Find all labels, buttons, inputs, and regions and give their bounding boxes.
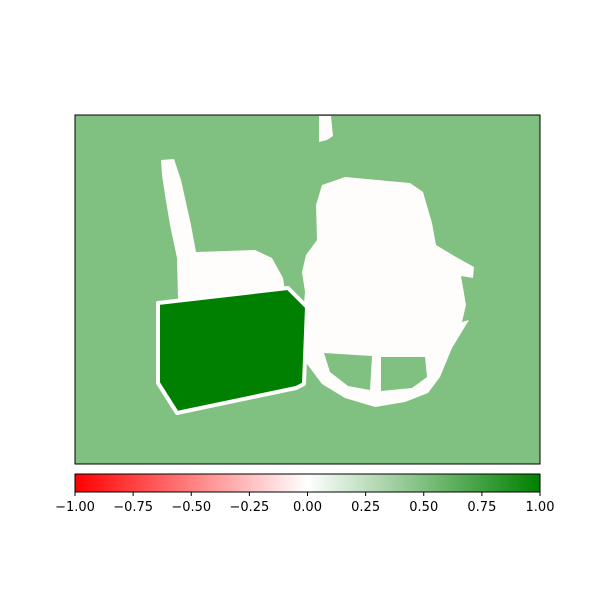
colorbar-tick-label: 0.25 <box>351 500 380 515</box>
colorbar-tick-label: −1.00 <box>55 500 95 515</box>
colorbar-tick-label: 0.00 <box>293 500 322 515</box>
colorbar-tick-label: 0.75 <box>467 500 496 515</box>
colorbar-tick-label: −0.25 <box>229 500 269 515</box>
heatmap-region-background-holes <box>324 353 427 391</box>
heatmap-frame <box>74 114 541 465</box>
colorbar-tick-label: −0.75 <box>113 500 153 515</box>
colorbar-tick-label: 0.50 <box>409 500 438 515</box>
heatmap-region-box <box>156 286 309 415</box>
colorbar: −1.00 −0.75 −0.50 −0.25 0.00 0.25 0.50 0.75 1.00 <box>55 473 555 515</box>
heatmap-region-neutral <box>161 116 474 407</box>
heatmap-panel <box>75 115 540 464</box>
colorbar-tick-label: −0.50 <box>171 500 211 515</box>
colorbar-tick-label: 1.00 <box>526 500 555 515</box>
colorbar-gradient <box>75 474 540 492</box>
